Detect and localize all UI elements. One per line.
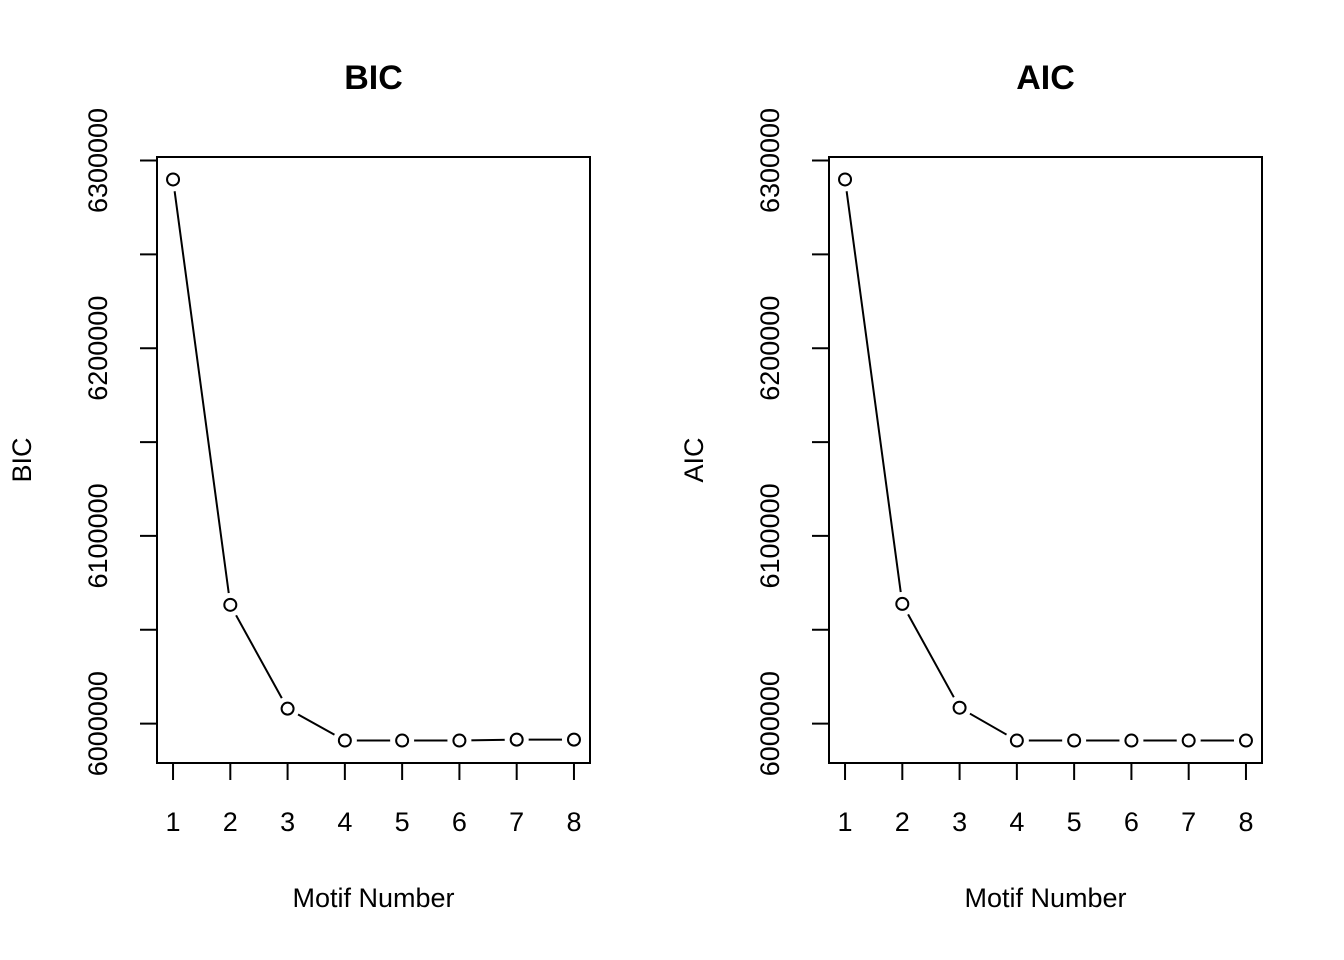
x-axis-label: Motif Number bbox=[964, 883, 1126, 913]
series-line bbox=[172, 179, 574, 742]
y-tick-label: 6300000 bbox=[755, 108, 785, 213]
x-tick-label: 6 bbox=[1124, 807, 1139, 837]
panel: BIC Motif Number BIC 1 2 3 4 5 6 7 8 6000000 6100000… bbox=[7, 59, 591, 913]
x-tick-label: 4 bbox=[1009, 807, 1024, 837]
y-tick-label: 6300000 bbox=[83, 108, 113, 213]
data-point bbox=[452, 733, 467, 748]
series-line bbox=[844, 179, 1246, 742]
x-axis-label: Motif Number bbox=[292, 883, 454, 913]
x-tick-label: 3 bbox=[952, 807, 967, 837]
x-tick-label: 1 bbox=[838, 807, 853, 837]
data-point bbox=[952, 700, 967, 715]
data-point bbox=[838, 172, 853, 187]
data-point bbox=[166, 172, 181, 187]
x-tick-label: 3 bbox=[280, 807, 295, 837]
x-tick-label: 6 bbox=[452, 807, 467, 837]
y-tick-label: 6100000 bbox=[83, 483, 113, 588]
y-tick-label: 6200000 bbox=[755, 296, 785, 401]
x-tick-label: 8 bbox=[566, 807, 581, 837]
plot-frame bbox=[156, 156, 591, 764]
x-tick-label: 2 bbox=[895, 807, 910, 837]
y-tick-label: 6100000 bbox=[755, 483, 785, 588]
x-tick-label: 8 bbox=[1238, 807, 1253, 837]
data-point bbox=[337, 733, 352, 748]
x-tick-label: 7 bbox=[1181, 807, 1196, 837]
data-point bbox=[509, 732, 524, 747]
x-tick-label: 5 bbox=[1067, 807, 1082, 837]
data-point bbox=[1181, 733, 1196, 748]
x-tick-label: 2 bbox=[223, 807, 238, 837]
data-point bbox=[223, 597, 238, 612]
y-tick-label: 6000000 bbox=[83, 671, 113, 776]
y-axis-label: AIC bbox=[679, 437, 709, 482]
x-tick-label: 4 bbox=[337, 807, 352, 837]
plot-frame bbox=[828, 156, 1263, 764]
x-tick-label: 1 bbox=[166, 807, 181, 837]
y-axis-label: BIC bbox=[7, 437, 37, 482]
panel: AIC Motif Number AIC 1 2 3 4 5 6 7 8 6000000 6100000… bbox=[679, 59, 1263, 913]
y-tick-label: 6000000 bbox=[755, 671, 785, 776]
data-point bbox=[1009, 733, 1024, 748]
data-point bbox=[280, 701, 295, 716]
y-tick-label: 6200000 bbox=[83, 296, 113, 401]
data-point bbox=[1238, 733, 1253, 748]
data-point bbox=[1124, 733, 1139, 748]
chart-title: AIC bbox=[1016, 59, 1075, 97]
x-tick-label: 7 bbox=[509, 807, 524, 837]
data-point bbox=[895, 596, 910, 611]
data-point bbox=[395, 733, 410, 748]
data-point bbox=[566, 732, 581, 747]
data-point bbox=[1067, 733, 1082, 748]
x-tick-label: 5 bbox=[395, 807, 410, 837]
chart-title: BIC bbox=[344, 59, 403, 97]
